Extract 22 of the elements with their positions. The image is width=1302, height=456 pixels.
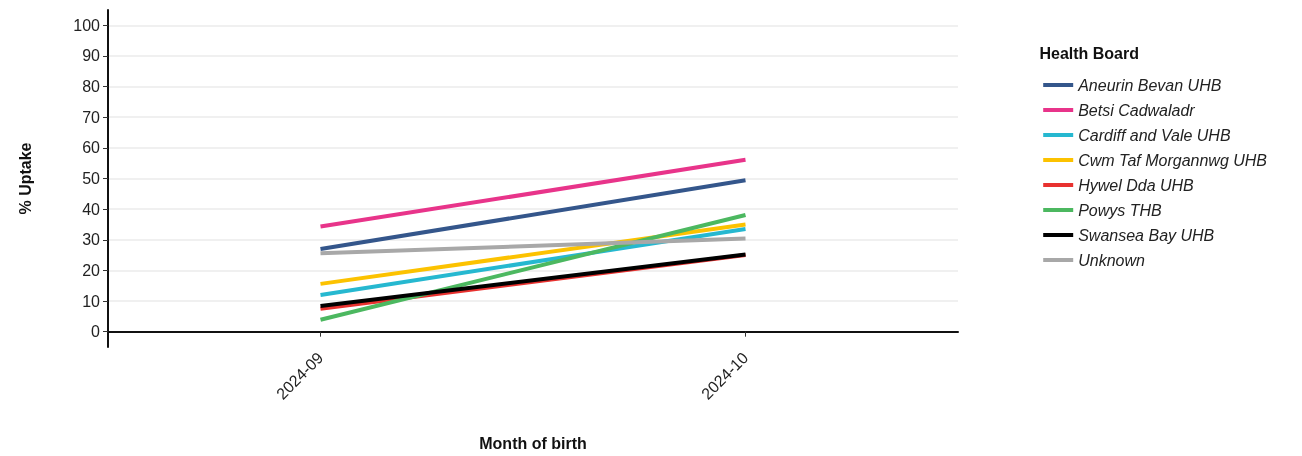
y-tick-label: 0 [91,323,101,341]
y-tick-label: 70 [82,108,101,126]
legend-label: Swansea Bay UHB [1078,226,1215,244]
y-tick-label: 60 [82,139,101,157]
y-tick-label: 20 [82,261,101,279]
legend-label: Unknown [1078,251,1145,269]
y-tick-label: 30 [82,231,101,249]
legend-label: Cardiff and Vale UHB [1078,126,1231,144]
legend-label: Powys THB [1078,201,1163,219]
legend-label: Cwm Taf Morgannwg UHB [1078,151,1268,169]
legend-label: Aneurin Bevan UHB [1077,76,1222,94]
y-tick-label: 50 [82,170,101,187]
x-axis-title: Month of birth [479,434,587,452]
y-axis-title: % Uptake [16,142,34,215]
y-tick-label: 100 [73,16,101,34]
y-tick-label: 80 [82,78,101,96]
legend-label: Betsi Cadwaladr [1078,101,1196,119]
y-tick-label: 10 [82,292,101,310]
legend-label: Hywel Dda UHB [1078,176,1195,194]
y-tick-label: 40 [82,200,101,218]
legend-title: Health Board [1039,44,1140,62]
y-tick-label: 90 [82,47,101,65]
